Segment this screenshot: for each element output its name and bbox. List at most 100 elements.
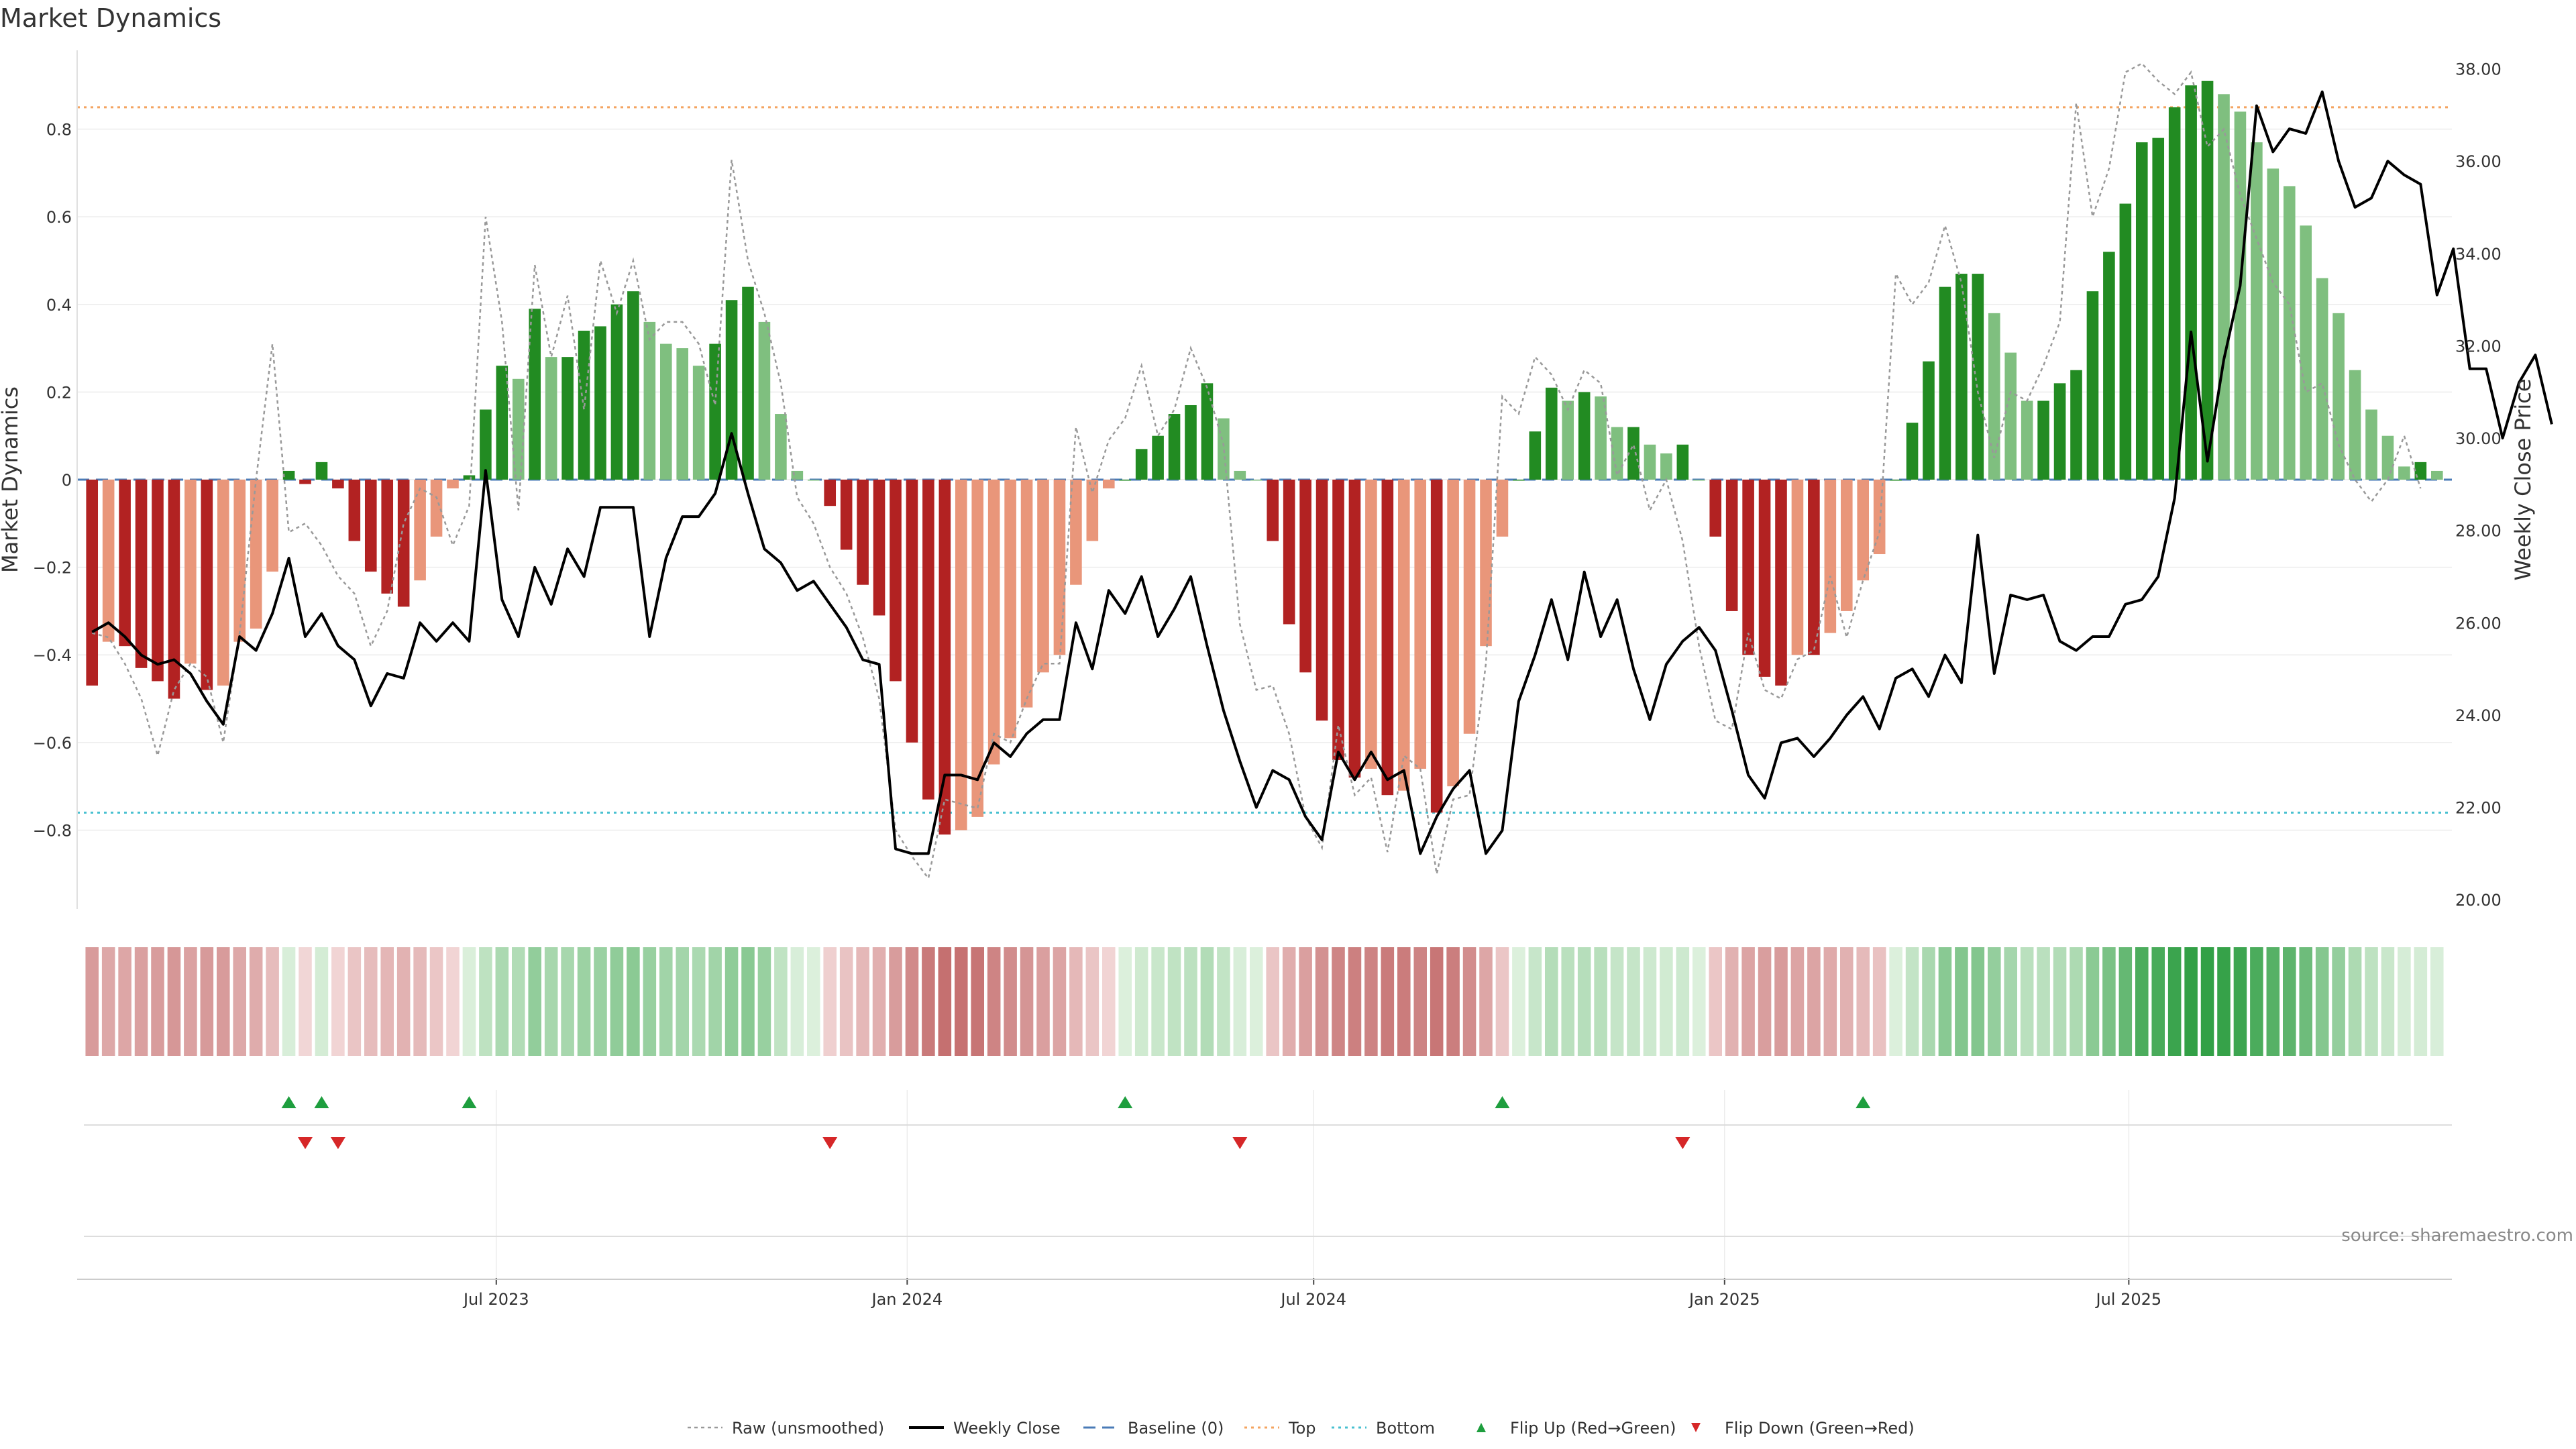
heat-strip-cell bbox=[627, 947, 640, 1056]
heat-strip-cell bbox=[2151, 947, 2165, 1056]
flip-markers bbox=[281, 1096, 1871, 1149]
market-dynamics-bar bbox=[119, 480, 131, 647]
market-dynamics-bar bbox=[1742, 480, 1754, 655]
heat-strip-cell bbox=[1118, 947, 1132, 1056]
heat-strip-cell bbox=[512, 947, 525, 1056]
heat-strip-cell bbox=[1938, 947, 1952, 1056]
market-dynamics-bar bbox=[1168, 414, 1181, 480]
heat-strip-cell bbox=[1594, 947, 1607, 1056]
market-dynamics-bar bbox=[1250, 480, 1263, 481]
heat-strip-cell bbox=[184, 947, 197, 1056]
x-tick-label: Jul 2023 bbox=[462, 1290, 529, 1309]
heat-strip-cell bbox=[724, 947, 739, 1056]
market-dynamics-bar bbox=[463, 475, 476, 480]
market-dynamics-bar bbox=[2135, 142, 2148, 480]
market-dynamics-bar bbox=[1808, 480, 1820, 655]
market-dynamics-bar bbox=[2398, 466, 2410, 480]
heat-strip-cell bbox=[2135, 947, 2149, 1056]
heat-strip-cell bbox=[610, 947, 624, 1056]
heat-strip-cell bbox=[1413, 947, 1427, 1056]
heat-strip-cell bbox=[462, 947, 476, 1056]
market-dynamics-bar bbox=[1824, 480, 1837, 633]
heat-strip-cell bbox=[528, 947, 541, 1056]
heat-strip-cell bbox=[2299, 947, 2312, 1056]
market-dynamics-bar bbox=[1447, 480, 1459, 787]
heat-strip-cell bbox=[167, 947, 181, 1056]
heat-strip-cell bbox=[1299, 947, 1312, 1056]
market-dynamics-bar bbox=[1578, 392, 1591, 480]
y-right-tick-label: 24.00 bbox=[2455, 706, 2502, 725]
heat-strip-cell bbox=[1167, 947, 1181, 1056]
flip-down-marker bbox=[1232, 1137, 1248, 1149]
legend-label: Flip Up (Red→Green) bbox=[1510, 1419, 1676, 1438]
heat-strip-cell bbox=[217, 947, 230, 1056]
market-dynamics-bar bbox=[135, 480, 148, 668]
legend-flip-down-icon bbox=[1691, 1423, 1701, 1432]
market-dynamics-bar bbox=[1053, 480, 1066, 655]
legend-label: Baseline (0) bbox=[1128, 1419, 1224, 1438]
market-dynamics-bar bbox=[299, 480, 311, 484]
market-dynamics-bar bbox=[709, 343, 721, 480]
heat-strip-cell bbox=[101, 947, 115, 1056]
market-dynamics-bar bbox=[1725, 480, 1738, 611]
line-series bbox=[91, 62, 2553, 881]
heat-strip-cell bbox=[1528, 947, 1542, 1056]
heat-strip-cell bbox=[2266, 947, 2280, 1056]
market-dynamics-bar bbox=[1627, 427, 1640, 480]
heat-strip-cell bbox=[1922, 947, 1935, 1056]
market-dynamics-bar bbox=[102, 480, 115, 642]
market-dynamics-bar bbox=[1709, 480, 1722, 537]
market-dynamics-bar bbox=[1611, 427, 1623, 480]
market-dynamics-bar bbox=[348, 480, 361, 541]
market-dynamics-bar bbox=[1988, 313, 2000, 480]
y-tick-label: 0.4 bbox=[46, 296, 72, 315]
market-dynamics-bar bbox=[2234, 111, 2247, 480]
heat-strip-cell bbox=[1561, 947, 1574, 1056]
y-tick-label: −0.6 bbox=[33, 734, 72, 753]
heat-strip-cell bbox=[266, 947, 279, 1056]
market-dynamics-bar bbox=[2037, 400, 2049, 480]
market-dynamics-bar bbox=[2430, 470, 2443, 480]
market-dynamics-bar bbox=[2300, 225, 2312, 480]
legend-label: Weekly Close bbox=[953, 1419, 1061, 1438]
flip-down-marker bbox=[822, 1137, 838, 1149]
flip-up-marker bbox=[1118, 1096, 1133, 1108]
market-dynamics-bar bbox=[2004, 352, 2017, 480]
heat-strip-cell bbox=[1069, 947, 1083, 1056]
chart-title: Market Dynamics bbox=[0, 3, 221, 33]
heat-strip-cell bbox=[1512, 947, 1525, 1056]
heat-strip-cell bbox=[807, 947, 820, 1056]
y-tick-label: 0 bbox=[62, 471, 72, 490]
market-dynamics-bar bbox=[1676, 444, 1689, 480]
flip-up-marker bbox=[462, 1096, 477, 1108]
market-dynamics-bar bbox=[971, 480, 984, 817]
market-dynamics-bar bbox=[1283, 480, 1295, 625]
market-dynamics-bar bbox=[168, 480, 180, 699]
heat-strip-cell bbox=[1955, 947, 1968, 1056]
heat-strip-cell bbox=[1627, 947, 1640, 1056]
heat-strip-cell bbox=[905, 947, 919, 1056]
market-dynamics-bar bbox=[2201, 80, 2214, 480]
heat-strip-cell bbox=[1282, 947, 1296, 1056]
market-dynamics-bar bbox=[1775, 480, 1787, 686]
x-tick-label: Jul 2025 bbox=[2095, 1290, 2162, 1309]
market-dynamics-bar bbox=[1135, 449, 1148, 480]
market-dynamics-bar bbox=[2053, 383, 2066, 480]
heat-strip-cell bbox=[2200, 947, 2214, 1056]
heat-strip-cell bbox=[1151, 947, 1165, 1056]
heat-strip-cell bbox=[2167, 947, 2182, 1056]
heat-strip-cell bbox=[1381, 947, 1395, 1056]
market-dynamics-bar bbox=[250, 480, 262, 629]
market-dynamics-bar bbox=[1463, 480, 1476, 734]
heat-strip-cell bbox=[1610, 947, 1624, 1056]
market-dynamics-bar bbox=[315, 462, 328, 480]
flip-down-marker bbox=[1675, 1137, 1690, 1149]
heat-strip-cell bbox=[1856, 947, 1870, 1056]
market-dynamics-bar bbox=[742, 286, 754, 480]
market-dynamics-bar bbox=[529, 309, 541, 480]
heat-strip-cell bbox=[134, 947, 148, 1056]
market-dynamics-bar bbox=[1218, 418, 1230, 480]
market-dynamics-bar bbox=[1086, 480, 1099, 541]
market-dynamics-bar bbox=[512, 378, 525, 480]
heat-strip-cell bbox=[1971, 947, 1985, 1056]
